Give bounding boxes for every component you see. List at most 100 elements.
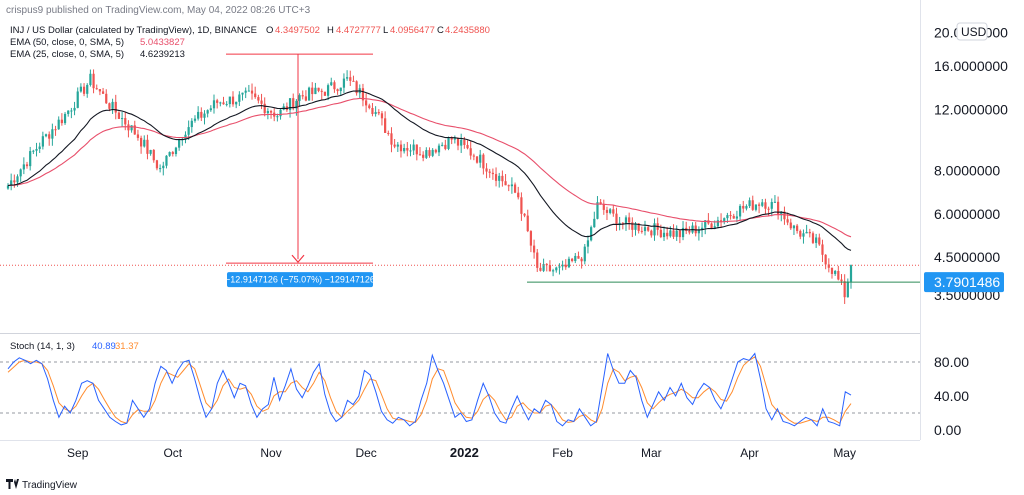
price-candle	[482, 153, 485, 175]
candle-body	[244, 90, 247, 93]
candle-body	[475, 156, 479, 163]
price-candle	[422, 151, 425, 162]
price-candle	[507, 184, 510, 192]
price-candle	[783, 206, 786, 225]
price-candle	[738, 204, 742, 221]
candle-body	[288, 98, 292, 111]
candle-body	[29, 151, 32, 167]
price-candle	[387, 130, 390, 136]
stoch-pane[interactable]	[0, 352, 920, 427]
price-candle	[406, 142, 409, 157]
candle-body	[124, 118, 127, 125]
candle-body	[111, 101, 114, 109]
candle-body	[628, 217, 631, 223]
candle-body	[456, 137, 460, 146]
candle-body	[548, 265, 552, 272]
candle-body	[840, 279, 843, 282]
price-candle	[178, 138, 181, 151]
price-candle	[501, 170, 504, 187]
price-candle	[824, 254, 827, 270]
price-candle	[73, 101, 76, 116]
candle-body	[396, 144, 399, 147]
candle-body	[447, 137, 450, 149]
price-candle	[44, 133, 48, 138]
candle-body	[710, 223, 713, 230]
candle-body	[155, 160, 159, 169]
candle-body	[168, 152, 171, 156]
price-candle	[29, 146, 32, 171]
price-candle	[120, 111, 124, 127]
currency-badge[interactable]: USD	[956, 22, 988, 41]
candle-body	[393, 144, 396, 147]
candle-body	[634, 223, 637, 230]
price-candle	[139, 135, 143, 154]
candle-body	[574, 255, 577, 262]
price-candle	[174, 146, 178, 157]
candle-body	[307, 87, 311, 101]
candle-body	[425, 150, 428, 158]
candle-body	[761, 202, 764, 206]
candle-body	[231, 96, 235, 105]
price-candle	[22, 157, 25, 175]
candle-body	[387, 132, 390, 134]
candle-body	[326, 85, 330, 96]
price-candle	[729, 211, 732, 220]
price-candle	[555, 266, 558, 273]
candle-body	[713, 226, 716, 230]
last-price-box	[924, 272, 1004, 293]
price-candle	[133, 120, 136, 135]
price-candle	[510, 177, 514, 194]
candle-body	[16, 176, 19, 183]
price-candle	[551, 268, 555, 277]
candle-body	[491, 172, 494, 175]
price-pane[interactable]: −12.9147126 (−75.07%) −129147126	[0, 53, 920, 304]
candle-body	[799, 230, 802, 237]
price-candle	[732, 213, 735, 219]
price-candle	[260, 93, 263, 110]
ohlc-l-label: L	[383, 25, 388, 36]
candle-body	[197, 111, 200, 119]
price-candle	[333, 80, 336, 93]
price-candle	[776, 196, 780, 220]
candle-body	[368, 105, 371, 108]
price-candle	[162, 161, 165, 176]
price-candle	[117, 111, 121, 119]
price-candle	[82, 83, 86, 97]
candle-body	[174, 147, 178, 155]
candle-body	[599, 202, 602, 204]
candle-body	[453, 137, 456, 140]
candle-body	[748, 200, 751, 207]
ohlc-o-value: 4.3497502	[275, 25, 320, 36]
candle-body	[361, 88, 365, 101]
price-candle	[472, 153, 475, 161]
price-candle	[447, 136, 450, 151]
price-candle	[35, 142, 38, 157]
price-candle	[149, 149, 152, 156]
candle-body	[159, 168, 162, 170]
stoch-title: Stoch (14, 1, 3)	[10, 341, 75, 352]
candle-body	[542, 264, 545, 271]
price-candle	[662, 226, 666, 241]
price-candle	[513, 182, 517, 194]
price-candle	[545, 263, 548, 272]
candle-body	[342, 78, 346, 88]
candle-body	[681, 227, 685, 238]
candle-body	[415, 144, 418, 155]
candle-body	[304, 96, 308, 101]
candle-body	[691, 225, 694, 233]
candle-body	[466, 144, 469, 149]
candle-body	[469, 148, 472, 156]
price-candle	[377, 109, 380, 116]
candle-body	[143, 139, 146, 147]
ema50-value: 5.0433827	[140, 37, 185, 48]
price-candle	[805, 224, 808, 234]
candle-body	[834, 270, 837, 274]
price-candle	[605, 206, 609, 221]
candle-body	[352, 80, 355, 82]
price-candle	[678, 229, 681, 244]
price-candle	[485, 163, 488, 179]
price-range-measure[interactable]: −12.9147126 (−75.07%) −129147126	[225, 53, 375, 288]
candle-body	[821, 244, 824, 255]
